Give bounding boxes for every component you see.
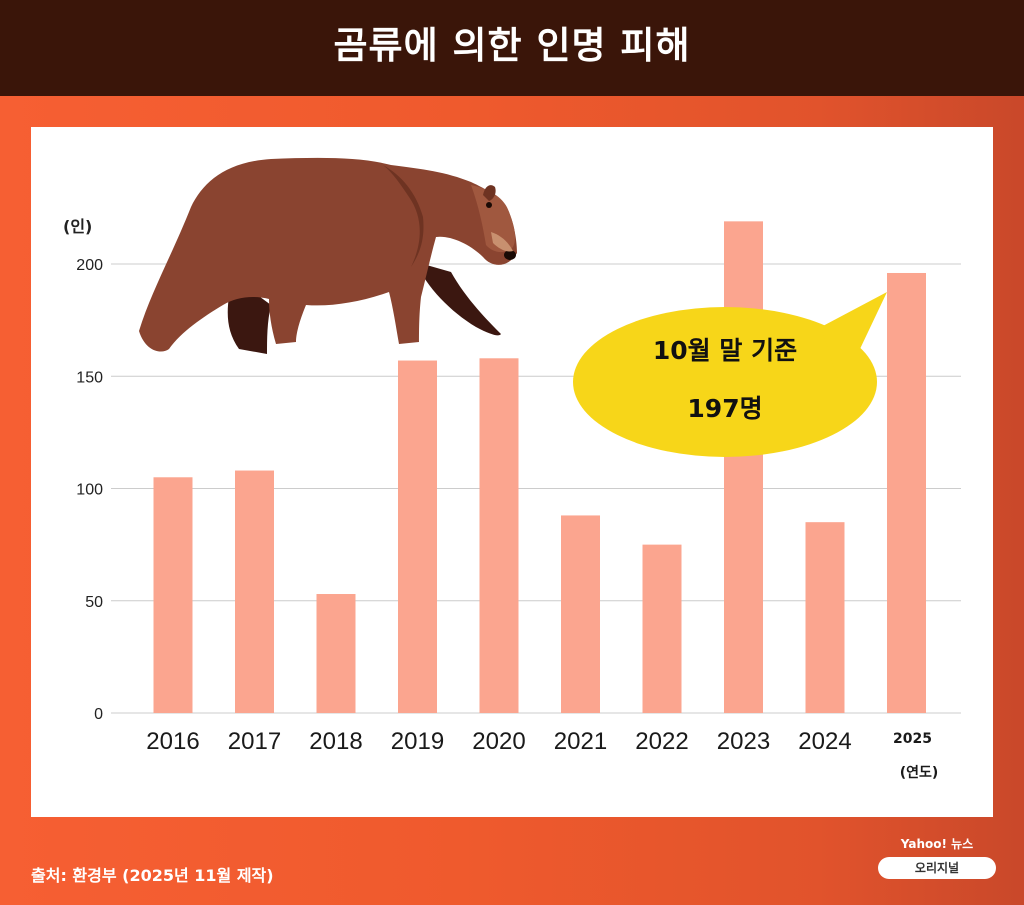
y-axis-unit: (인) — [63, 217, 92, 236]
y-tick-label: 200 — [76, 257, 103, 274]
bear-icon — [139, 157, 517, 354]
header-bar — [0, 0, 1024, 96]
source-note: 출처: 환경부 (2025년 11월 제작) — [31, 866, 274, 885]
bar-2017 — [235, 470, 274, 713]
x-tick-label: 2016 — [146, 728, 199, 755]
chart-panel: 200 150 100 50 0 2016 2017 2018 2019 2020 2021 202… — [31, 127, 993, 817]
callout-line-2: 197명 — [687, 394, 762, 423]
bar-2022 — [642, 544, 682, 713]
x-axis-unit: (연도) — [900, 765, 939, 781]
y-tick-label: 100 — [76, 482, 103, 499]
bar-chart: 200 150 100 50 0 2016 2017 2018 2019 2020 2021 202… — [63, 157, 961, 781]
bar-2019 — [398, 360, 437, 713]
bar-2021 — [561, 515, 600, 713]
bar-2020 — [479, 358, 519, 713]
x-tick-label: 2024 — [798, 728, 851, 755]
x-axis-ticks: 2016 2017 2018 2019 2020 2021 2022 2023 2024 2025 — [146, 728, 932, 755]
brand-name: Yahoo! 뉴스 — [900, 837, 974, 851]
x-tick-label: 2017 — [228, 728, 281, 755]
bar-2025 — [887, 272, 926, 713]
x-tick-label: 2022 — [635, 728, 688, 755]
x-tick-label: 2018 — [309, 728, 362, 755]
y-tick-label: 50 — [85, 594, 103, 611]
bar-2016 — [153, 477, 193, 713]
page-title: 곰류에 의한 인명 피해 — [333, 24, 691, 67]
callout-bubble: 10월 말 기준 197명 — [573, 292, 887, 457]
bar-2024 — [805, 522, 845, 713]
bar-2023 — [724, 221, 763, 713]
brand-badge: 오리지널 — [878, 857, 996, 879]
x-tick-label: 2021 — [554, 728, 607, 755]
callout-line-1: 10월 말 기준 — [653, 336, 797, 365]
bar-2018 — [316, 594, 356, 713]
y-tick-label: 150 — [76, 369, 103, 386]
bars — [153, 221, 926, 713]
x-tick-label: 2020 — [472, 728, 525, 755]
x-tick-label: 2025 — [893, 731, 932, 747]
x-tick-label: 2023 — [717, 728, 770, 755]
y-axis-ticks: 200 150 100 50 0 — [76, 257, 103, 723]
x-tick-label: 2019 — [391, 728, 444, 755]
y-tick-label: 0 — [94, 706, 103, 723]
